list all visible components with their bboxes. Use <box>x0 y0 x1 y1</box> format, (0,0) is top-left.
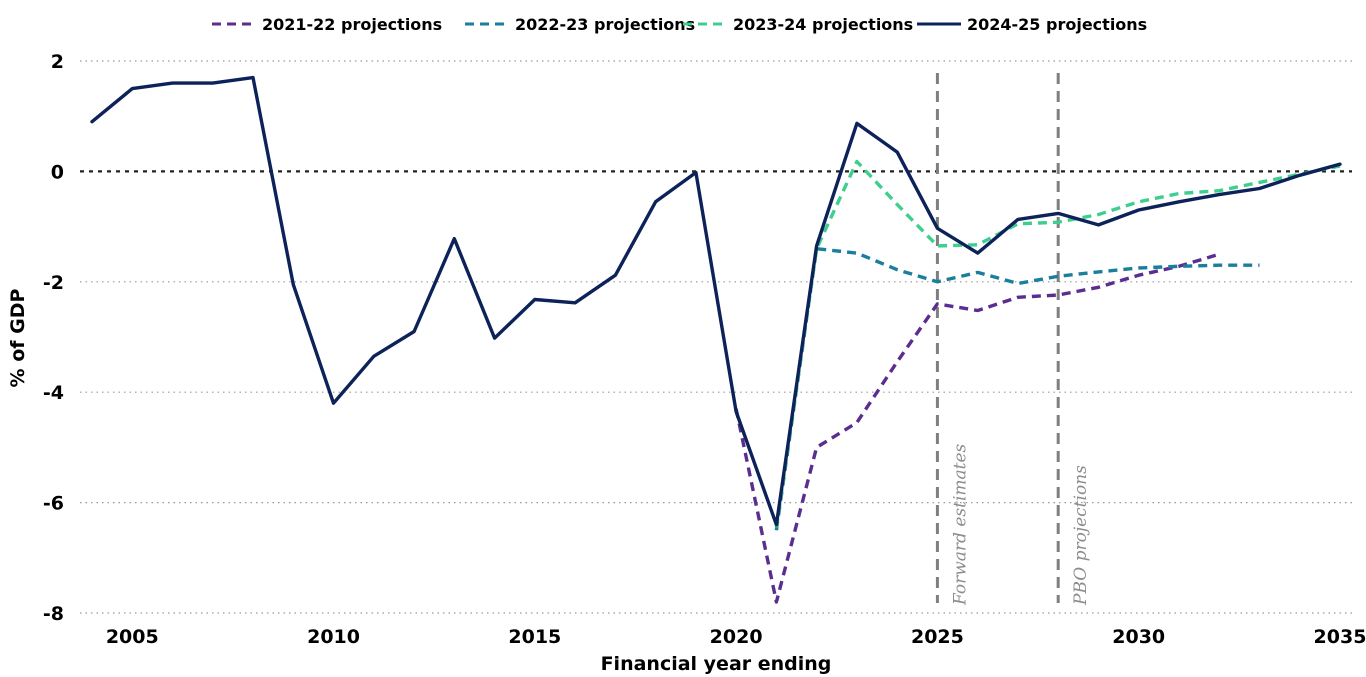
y-tick-label: -6 <box>43 493 64 515</box>
y-tick-label: 2 <box>51 51 64 73</box>
x-tick-label: 2035 <box>1314 626 1366 648</box>
reference-line-label: Forward estimates <box>950 443 970 606</box>
series-lines <box>90 75 1342 604</box>
reference-line-label: PBO projections <box>1071 465 1091 606</box>
x-tick-label: 2025 <box>911 626 964 648</box>
x-tick-label: 2030 <box>1112 626 1165 648</box>
y-tick-label: -2 <box>43 272 64 294</box>
y-tick-label: -4 <box>43 382 64 404</box>
x-tick-label: 2020 <box>710 626 763 648</box>
legend-label: 2023-24 projections <box>733 15 913 34</box>
y-tick-label: -8 <box>43 603 64 625</box>
y-tick-label: 0 <box>51 161 64 183</box>
reference-lines: Forward estimates PBO projections <box>935 73 1091 606</box>
x-axis-ticks: 2005 2010 2015 2020 2025 2030 2035 <box>106 626 1366 648</box>
legend-label: 2021-22 projections <box>262 15 442 34</box>
x-axis-title: Financial year ending <box>601 653 832 675</box>
series-line-3 <box>774 159 1341 528</box>
legend-label: 2024-25 projections <box>967 15 1147 34</box>
series-line-2 <box>774 246 1260 531</box>
y-axis-title: % of GDP <box>7 288 29 387</box>
series-line-4 <box>90 75 1342 527</box>
series-line-1 <box>734 252 1220 604</box>
legend-label: 2022-23 projections <box>515 15 695 34</box>
x-tick-label: 2005 <box>106 626 159 648</box>
legend: 2021-22 projections 2022-23 projections 20… <box>212 15 1147 34</box>
y-axis-ticks: 2 0 -2 -4 -6 -8 <box>43 51 64 625</box>
gridlines <box>80 60 1352 614</box>
x-tick-label: 2015 <box>508 626 561 648</box>
x-tick-label: 2010 <box>307 626 360 648</box>
